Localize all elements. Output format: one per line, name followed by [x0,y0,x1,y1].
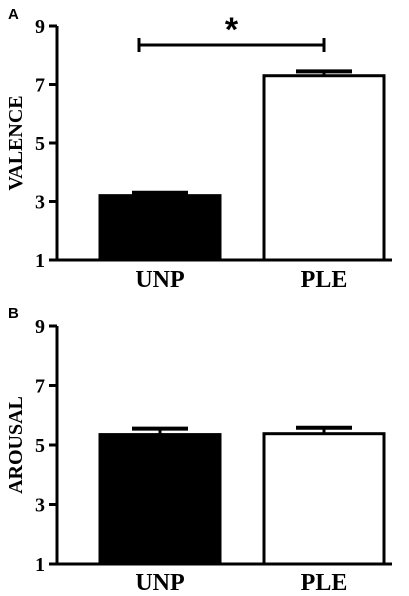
y-tick-label: 3 [35,495,45,517]
y-tick-label: 1 [35,250,45,272]
category-label-unp: UNP [135,570,184,596]
bar-ple [262,74,386,262]
bar-unp [98,194,222,262]
y-tick-label: 1 [35,554,45,576]
y-tick-label: 7 [35,376,45,398]
panel-letter: A [8,6,19,23]
bar-ple [262,432,386,566]
bar-unp [98,433,222,566]
y-tick-label: 5 [35,435,45,457]
y-tick-label: 3 [35,192,45,214]
y-tick-label: 9 [35,316,45,338]
y-tick-label: 7 [35,75,45,97]
panel-letter: B [8,305,19,322]
panel-valence: A 1 3 5 7 9 VALENCE UNP PLE * [5,6,392,293]
y-tick-label: 5 [35,133,45,155]
y-axis-title: VALENCE [5,95,27,190]
y-axis-title: AROUSAL [5,396,27,494]
significance-marker: * [225,11,239,49]
category-label-ple: PLE [301,267,348,293]
category-label-ple: PLE [301,570,348,596]
y-tick-label: 9 [35,16,45,38]
panel-arousal: B 1 3 5 7 9 AROUSAL UNP PLE [5,305,392,596]
category-label-unp: UNP [135,267,184,293]
